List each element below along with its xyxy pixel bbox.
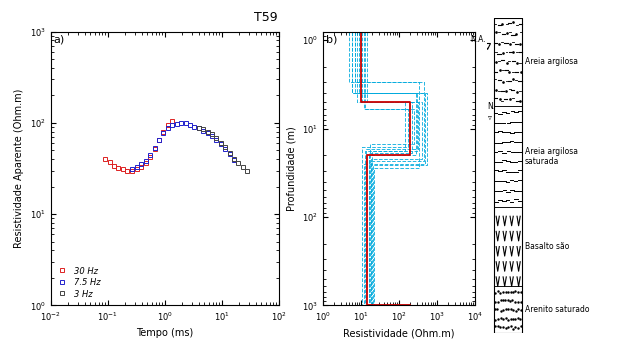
30 Hz (142, 161, 149, 165)
Text: Areia argilosa
saturada: Areia argilosa saturada (525, 147, 578, 166)
7.5 Hz (217, 143, 225, 147)
X-axis label: Resistividade (Ohm.m): Resistividade (Ohm.m) (343, 328, 454, 338)
7.5 Hz (186, 123, 194, 127)
30 Hz (155, 138, 163, 142)
X-axis label: Tempo (ms): Tempo (ms) (136, 328, 193, 338)
7.5 Hz (195, 126, 203, 131)
Bar (494, 106, 522, 207)
3 Hz (195, 126, 203, 130)
30 Hz (119, 167, 127, 171)
Line: 7.5 Hz: 7.5 Hz (130, 121, 236, 172)
Line: 30 Hz: 30 Hz (103, 119, 175, 173)
30 Hz (151, 147, 158, 151)
3 Hz (226, 151, 234, 155)
3 Hz (239, 165, 247, 169)
7.5 Hz (128, 167, 136, 171)
Text: N.A.: N.A. (470, 35, 486, 44)
Line: 3 Hz: 3 Hz (196, 126, 249, 173)
30 Hz (164, 123, 172, 127)
Bar (494, 18, 522, 106)
7.5 Hz (204, 131, 211, 135)
7.5 Hz (182, 121, 189, 125)
7.5 Hz (226, 152, 234, 157)
3 Hz (230, 157, 238, 161)
3 Hz (217, 141, 225, 145)
7.5 Hz (146, 153, 154, 158)
Text: Basalto são: Basalto são (525, 242, 569, 251)
30 Hz (146, 155, 154, 159)
Y-axis label: Resistividade Aparente (Ohm.m): Resistividade Aparente (Ohm.m) (14, 89, 24, 248)
7.5 Hz (208, 134, 216, 138)
Text: Arenito saturado: Arenito saturado (525, 305, 589, 314)
Text: b): b) (326, 34, 337, 44)
Bar (494, 286, 522, 333)
3 Hz (222, 145, 229, 150)
Legend: 30 Hz, 7.5 Hz, 3 Hz: 30 Hz, 7.5 Hz, 3 Hz (55, 264, 103, 301)
3 Hz (244, 168, 251, 173)
30 Hz (106, 160, 114, 164)
7.5 Hz (142, 159, 149, 163)
7.5 Hz (155, 138, 163, 142)
Y-axis label: Profundidade (m): Profundidade (m) (286, 126, 296, 211)
7.5 Hz (177, 121, 185, 125)
7.5 Hz (191, 125, 198, 129)
7.5 Hz (134, 165, 141, 169)
30 Hz (115, 166, 122, 170)
7.5 Hz (230, 158, 238, 162)
3 Hz (213, 136, 220, 140)
7.5 Hz (137, 163, 145, 167)
7.5 Hz (160, 131, 167, 135)
Text: a): a) (53, 34, 64, 44)
7.5 Hz (164, 126, 172, 130)
Text: N.A.
$\triangledown$: N.A. $\triangledown$ (487, 102, 503, 121)
30 Hz (101, 157, 109, 161)
3 Hz (199, 127, 207, 131)
7.5 Hz (173, 121, 180, 126)
30 Hz (110, 164, 118, 168)
7.5 Hz (199, 128, 207, 133)
Text: Areia argilosa: Areia argilosa (525, 57, 578, 66)
30 Hz (123, 168, 131, 173)
Text: T59: T59 (254, 11, 278, 24)
30 Hz (134, 167, 141, 171)
3 Hz (204, 130, 211, 134)
Bar (494, 207, 522, 286)
7.5 Hz (151, 146, 158, 150)
7.5 Hz (222, 147, 229, 151)
7.5 Hz (213, 138, 220, 142)
7.5 Hz (168, 123, 176, 127)
30 Hz (128, 168, 136, 173)
Bar (494, 18, 522, 333)
3 Hz (208, 132, 216, 136)
3 Hz (235, 161, 242, 165)
30 Hz (160, 130, 167, 134)
30 Hz (137, 165, 145, 169)
30 Hz (168, 119, 176, 123)
